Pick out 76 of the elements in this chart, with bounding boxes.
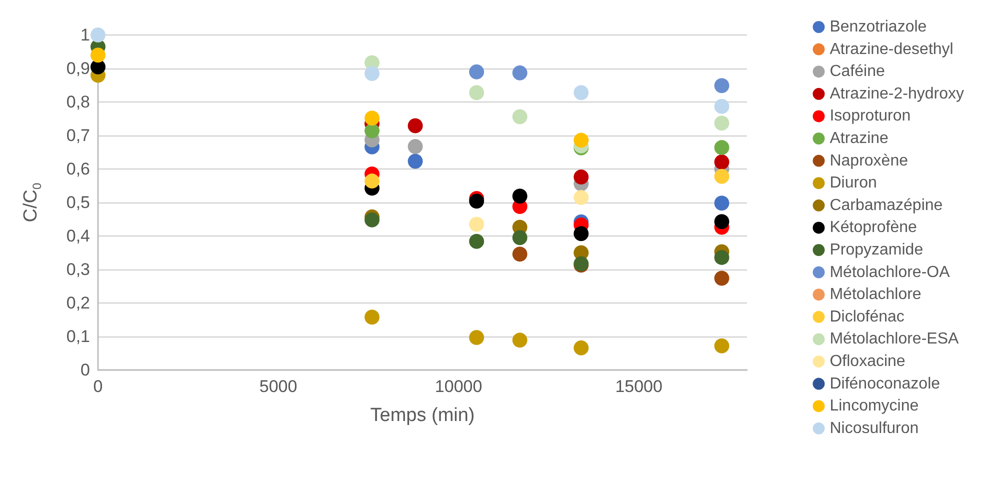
legend-label: Atrazine [830, 130, 889, 147]
point [469, 330, 484, 345]
x-tick-label: 0 [93, 377, 103, 396]
legend-label: Diclofénac [830, 308, 904, 326]
legend-label: Propyzamide [830, 242, 924, 258]
x-tick-label: 10000 [434, 377, 482, 396]
legend-label: Benzotriazole [830, 18, 927, 36]
point [364, 66, 380, 82]
point [408, 118, 423, 134]
point [408, 154, 423, 169]
point [469, 194, 484, 209]
point [714, 270, 730, 286]
point [574, 190, 589, 205]
point [574, 226, 589, 242]
point [574, 132, 589, 148]
legend-label: Nicosulfuron [830, 420, 919, 437]
point [512, 230, 528, 246]
point [512, 188, 528, 204]
point [574, 85, 589, 100]
point [714, 98, 730, 114]
point [714, 140, 730, 156]
y-tick-label: 0,6 [66, 160, 90, 178]
point [512, 65, 528, 80]
legend-label: Atrazine-desethyl [830, 40, 954, 58]
legend-label: Naproxène [830, 152, 908, 170]
legend-label: Caféine [830, 63, 885, 80]
point [364, 123, 380, 138]
point [512, 332, 528, 348]
legend-label: Carbamazépine [830, 196, 943, 214]
point [714, 154, 730, 170]
point [714, 214, 730, 230]
point [469, 216, 484, 232]
y-tick-label: 0,5 [66, 193, 90, 212]
legend-label: Atrazine-2-hydroxy [830, 85, 964, 102]
point [469, 234, 484, 249]
y-tick-label: 1 [80, 26, 90, 44]
y-tick-label: 0 [80, 360, 90, 380]
point [714, 116, 730, 131]
point [408, 139, 423, 154]
y-tick-label: 0,3 [66, 260, 90, 279]
point [714, 250, 730, 265]
point [512, 109, 528, 124]
x-tick-label: 5000 [259, 377, 298, 396]
point [574, 170, 589, 185]
legend-label: Isoproturon [830, 108, 911, 125]
x-axis-title: Temps (min) [370, 405, 475, 426]
point [364, 310, 380, 325]
point [364, 174, 380, 189]
point [469, 85, 484, 100]
point [714, 338, 730, 354]
y-axis-title: C/C0 [20, 182, 44, 222]
point [364, 110, 380, 126]
legend-label: Difénoconazole [830, 375, 940, 392]
point [714, 196, 730, 211]
point [714, 78, 730, 94]
x-tick-label: 15000 [615, 377, 662, 396]
legend-label: Ofloxacine [830, 353, 906, 370]
y-tick-label: 0,1 [66, 327, 90, 346]
point [714, 168, 730, 184]
legend-label: Métolachlore-OA [830, 264, 950, 281]
point [512, 246, 528, 262]
legend-label: Métolachlore [830, 286, 922, 304]
point [90, 48, 106, 63]
y-tick-label: 0,2 [66, 294, 90, 312]
y-tick-label: 0,9 [66, 59, 90, 78]
legend-label: Métolachlore-ESA [830, 330, 959, 348]
point [90, 28, 106, 42]
legend-label: Kétoprofène [830, 219, 918, 236]
legend-label: Lincomycine [830, 398, 919, 415]
point [574, 340, 589, 356]
y-tick-label: 0,7 [66, 126, 90, 145]
point [469, 64, 484, 80]
point [364, 212, 380, 228]
y-tick-label: 0,8 [66, 92, 90, 112]
legend-label: Diuron [830, 174, 877, 192]
y-tick-label: 0,4 [66, 226, 90, 246]
